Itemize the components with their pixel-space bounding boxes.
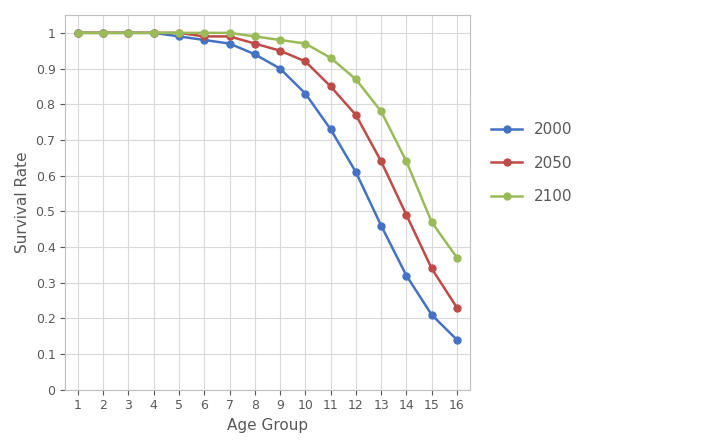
2050 [200, 34, 209, 39]
2000 [276, 66, 285, 71]
2050 [402, 212, 411, 218]
Line: 2100: 2100 [74, 30, 460, 261]
2000 [175, 34, 183, 39]
2100 [124, 30, 132, 35]
2100 [200, 30, 209, 35]
2000 [250, 52, 259, 57]
2000 [326, 126, 335, 132]
2000 [225, 41, 234, 46]
Legend: 2000, 2050, 2100: 2000, 2050, 2100 [486, 116, 579, 210]
2000 [376, 223, 385, 228]
2000 [74, 30, 82, 35]
2100 [276, 37, 285, 43]
2000 [200, 37, 209, 43]
2100 [175, 30, 183, 35]
2050 [175, 30, 183, 35]
2000 [149, 30, 158, 35]
X-axis label: Age Group: Age Group [227, 418, 308, 433]
2100 [402, 159, 411, 164]
2050 [453, 305, 462, 310]
2100 [74, 30, 82, 35]
2100 [99, 30, 108, 35]
2100 [376, 109, 385, 114]
2000 [124, 30, 132, 35]
2050 [99, 30, 108, 35]
2100 [250, 34, 259, 39]
2050 [149, 30, 158, 35]
2050 [352, 112, 360, 118]
2000 [301, 91, 309, 96]
2000 [99, 30, 108, 35]
2050 [326, 84, 335, 89]
2100 [326, 55, 335, 60]
2100 [427, 220, 436, 225]
2050 [276, 48, 285, 53]
2000 [402, 273, 411, 278]
2100 [453, 255, 462, 260]
Y-axis label: Survival Rate: Survival Rate [15, 151, 30, 253]
2050 [74, 30, 82, 35]
2050 [250, 41, 259, 46]
2050 [124, 30, 132, 35]
2100 [352, 77, 360, 82]
2050 [427, 266, 436, 271]
Line: 2000: 2000 [74, 30, 460, 343]
2000 [453, 337, 462, 342]
2100 [225, 30, 234, 35]
2000 [352, 169, 360, 175]
Line: 2050: 2050 [74, 30, 460, 311]
2050 [376, 159, 385, 164]
2100 [149, 30, 158, 35]
2050 [225, 34, 234, 39]
2050 [301, 59, 309, 64]
2000 [427, 312, 436, 318]
2100 [301, 41, 309, 46]
